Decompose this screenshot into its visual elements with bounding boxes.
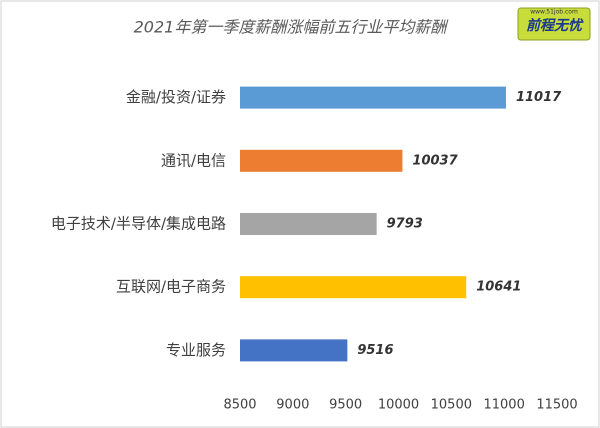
x-tick-label: 11500	[536, 398, 577, 413]
logo-box	[517, 7, 591, 41]
category-label: 互联网/电子商务	[116, 278, 226, 296]
category-label: 金融/投资/证券	[126, 88, 226, 106]
bar	[240, 149, 403, 172]
category-label: 专业服务	[166, 341, 226, 359]
value-label: 11017	[516, 90, 562, 105]
chart-title: 2021年第一季度薪酬涨幅前五行业平均薪酬	[134, 18, 450, 37]
bar	[240, 213, 377, 235]
x-tick-label: 8500	[223, 398, 256, 413]
value-label: 9516	[357, 343, 393, 358]
logo-text: 前程无忧	[526, 17, 584, 34]
value-label: 9793	[387, 217, 423, 232]
category-label: 通讯/电信	[161, 151, 226, 169]
value-label: 10641	[476, 280, 521, 295]
x-tick-label: 9500	[329, 398, 362, 413]
bar	[240, 276, 467, 299]
category-label: 电子技术/半导体/集成电路	[51, 215, 226, 233]
x-tick-label: 9000	[276, 398, 309, 413]
value-label: 10037	[412, 153, 458, 168]
x-tick-label: 11000	[483, 398, 524, 413]
bar	[240, 86, 506, 109]
logo-url: www.51job.com	[530, 9, 578, 16]
x-tick-label: 10500	[431, 398, 472, 413]
x-tick-label: 10000	[378, 398, 419, 413]
bar	[240, 339, 348, 362]
